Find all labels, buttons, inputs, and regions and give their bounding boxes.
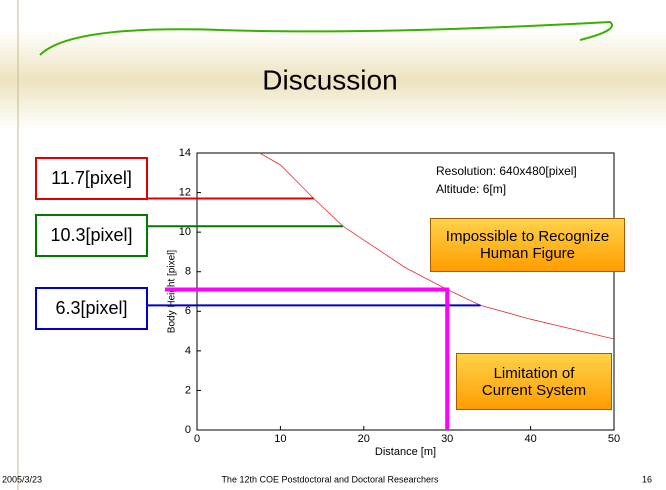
x-tick-label: 10	[274, 433, 286, 445]
x-tick-label: 40	[524, 433, 536, 445]
callout-line: Limitation of	[494, 365, 575, 382]
x-axis-label: Distance [m]	[375, 446, 436, 458]
y-tick-label: 10	[179, 226, 191, 238]
slide-footer: The 12th COE Postdoctoral and Doctoral R…	[221, 474, 439, 484]
callout-line: Impossible to Recognize	[446, 228, 609, 245]
slide-date: 2005/3/23	[2, 474, 42, 484]
y-tick-label: 14	[179, 147, 191, 159]
x-tick-label: 30	[441, 433, 453, 445]
y-tick-label: 6	[185, 305, 191, 317]
slide: Discussion 2005/3/23 The 12th COE Postdo…	[0, 0, 666, 490]
annotation: Resolution: 640x480[pixel]	[436, 164, 577, 178]
value-box: 11.7[pixel]	[35, 157, 148, 200]
x-tick-label: 0	[194, 433, 200, 445]
value-box: 6.3[pixel]	[35, 287, 148, 330]
callout-line: Current System	[482, 382, 586, 399]
slide-page: 16	[642, 474, 652, 484]
annotation: Altitude: 6[m]	[436, 182, 506, 196]
y-tick-label: 4	[185, 345, 191, 357]
slide-title: Discussion	[262, 64, 397, 95]
value-box: 10.3[pixel]	[35, 214, 148, 257]
callout-line: Human Figure	[480, 245, 575, 262]
y-tick-label: 0	[185, 424, 191, 436]
y-tick-label: 12	[179, 186, 191, 198]
x-tick-label: 50	[608, 433, 620, 445]
y-tick-label: 2	[185, 384, 191, 396]
y-tick-label: 8	[185, 266, 191, 278]
x-tick-label: 20	[358, 433, 370, 445]
